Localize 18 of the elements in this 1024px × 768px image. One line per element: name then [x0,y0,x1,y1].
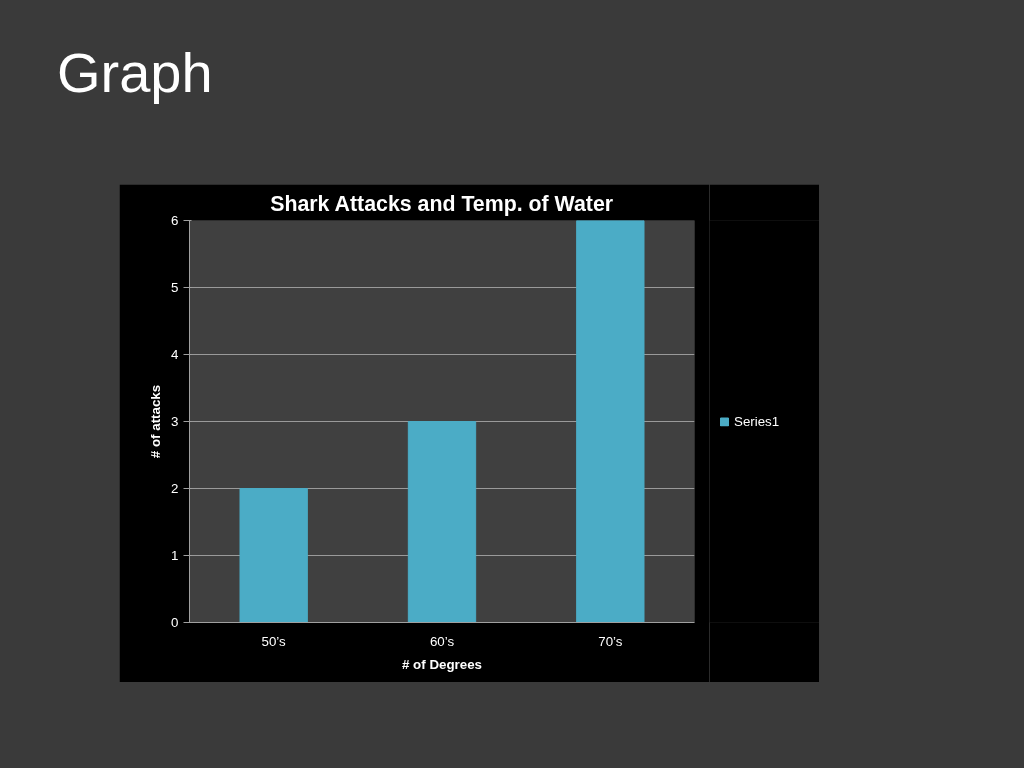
bar [576,220,645,623]
text: Graph [57,41,213,104]
y-tick-label: 1 [171,548,179,563]
y-tick-label: 4 [171,347,180,362]
x-tick-label: 70’s [598,633,623,649]
chart-title: Shark Attacks and Temp. of Water [270,191,614,216]
bar [407,421,477,623]
y-tick-label: 6 [171,213,179,228]
x-axis-title: # of Degrees [402,656,483,672]
legend-label: Series1 [734,413,780,429]
y-tick-label: 2 [171,481,179,496]
y-tick-label: 0 [171,615,179,630]
y-tick-label: 5 [171,280,179,295]
bar [239,488,308,623]
x-tick-label: 60’s [429,633,455,649]
y-axis-title: # of attacks [148,384,164,459]
y-tick-label: 3 [171,414,179,429]
x-tick-label: 50’s [261,633,287,649]
